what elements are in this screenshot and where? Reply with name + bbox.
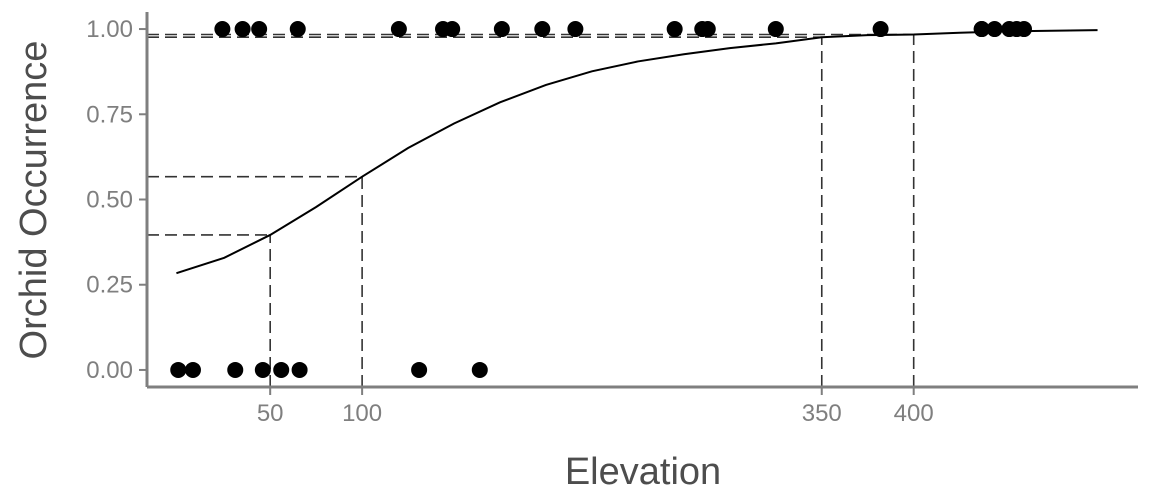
y-tick-label: 0.75 [86, 101, 133, 128]
data-point [390, 21, 407, 38]
y-tick-label: 1.00 [86, 16, 133, 43]
x-axis-title: Elevation [565, 451, 721, 493]
data-point [1016, 21, 1033, 38]
data-point [214, 21, 231, 38]
data-point [411, 361, 428, 378]
data-point [471, 361, 488, 378]
data-point [534, 21, 551, 38]
data-point [694, 21, 711, 38]
x-tick-label: 400 [894, 400, 934, 427]
data-point [234, 21, 251, 38]
data-point [227, 361, 244, 378]
y-tick-label: 0.25 [86, 272, 133, 299]
fit-curve-layer [176, 29, 1098, 275]
y-tick-label: 0.50 [86, 187, 133, 214]
data-point [666, 21, 683, 38]
data-point [986, 21, 1003, 38]
data-point [289, 21, 306, 38]
data-point [254, 361, 271, 378]
data-points [170, 21, 1033, 378]
data-point [973, 21, 990, 38]
data-point [170, 361, 187, 378]
data-point [435, 21, 452, 38]
data-point [872, 21, 889, 38]
x-tick-label: 100 [342, 400, 382, 427]
data-point [291, 361, 308, 378]
axes: 0.00 0.25 0.50 0.75 1.00 50 100 350 400 [86, 12, 1138, 427]
fit-curve [176, 29, 1098, 275]
y-tick-label: 0.00 [86, 357, 133, 384]
data-point [184, 361, 201, 378]
data-point [251, 21, 268, 38]
reference-lines [147, 33, 915, 387]
data-point [493, 21, 510, 38]
x-tick-label: 50 [257, 400, 284, 427]
data-point [567, 21, 584, 38]
data-point [767, 21, 784, 38]
y-axis-title: Orchid Occurrence [13, 41, 55, 360]
data-point [273, 361, 290, 378]
x-tick-label: 350 [802, 400, 842, 427]
